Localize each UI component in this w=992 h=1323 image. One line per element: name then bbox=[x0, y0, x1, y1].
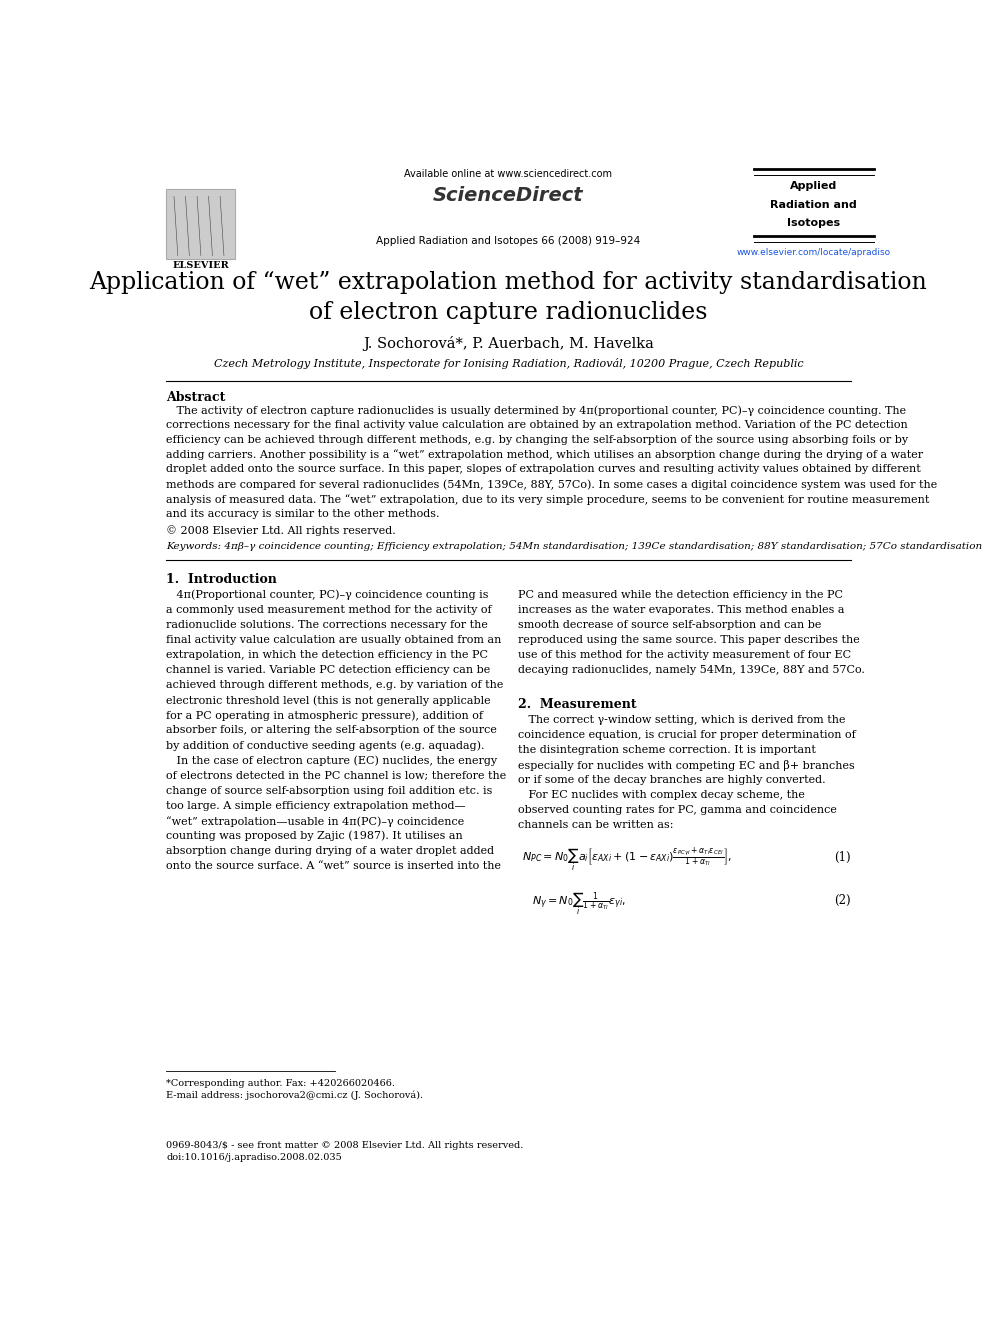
Text: of electron capture radionuclides: of electron capture radionuclides bbox=[310, 302, 707, 324]
Text: The correct γ-window setting, which is derived from the: The correct γ-window setting, which is d… bbox=[518, 714, 845, 725]
Text: Available online at www.sciencedirect.com: Available online at www.sciencedirect.co… bbox=[405, 169, 612, 179]
Text: the disintegration scheme correction. It is important: the disintegration scheme correction. It… bbox=[518, 745, 815, 755]
Text: doi:10.1016/j.apradiso.2008.02.035: doi:10.1016/j.apradiso.2008.02.035 bbox=[167, 1154, 342, 1162]
Text: Applied Radiation and Isotopes 66 (2008) 919–924: Applied Radiation and Isotopes 66 (2008)… bbox=[376, 237, 641, 246]
Text: onto the source surface. A “wet” source is inserted into the: onto the source surface. A “wet” source … bbox=[167, 861, 501, 871]
Text: J. Sochorová*, P. Auerbach, M. Havelka: J. Sochorová*, P. Auerbach, M. Havelka bbox=[363, 336, 654, 351]
Text: Radiation and: Radiation and bbox=[770, 200, 857, 209]
Text: observed counting rates for PC, gamma and coincidence: observed counting rates for PC, gamma an… bbox=[518, 806, 837, 815]
Text: Abstract: Abstract bbox=[167, 392, 225, 404]
Text: channel is varied. Variable PC detection efficiency can be: channel is varied. Variable PC detection… bbox=[167, 665, 490, 675]
Text: by addition of conductive seeding agents (e.g. aquadag).: by addition of conductive seeding agents… bbox=[167, 741, 485, 751]
Text: too large. A simple efficiency extrapolation method—: too large. A simple efficiency extrapola… bbox=[167, 800, 466, 811]
Text: especially for nuclides with competing EC and β+ branches: especially for nuclides with competing E… bbox=[518, 759, 855, 771]
Text: final activity value calculation are usually obtained from an: final activity value calculation are usu… bbox=[167, 635, 502, 644]
Text: ScienceDirect: ScienceDirect bbox=[434, 187, 583, 205]
Text: droplet added onto the source surface. In this paper, slopes of extrapolation cu: droplet added onto the source surface. I… bbox=[167, 464, 921, 475]
Text: counting was proposed by Zajic (1987). It utilises an: counting was proposed by Zajic (1987). I… bbox=[167, 831, 463, 841]
Text: Czech Metrology Institute, Inspectorate for Ionising Radiation, Radiovál, 10200 : Czech Metrology Institute, Inspectorate … bbox=[213, 359, 804, 369]
Text: In the case of electron capture (EC) nuclides, the energy: In the case of electron capture (EC) nuc… bbox=[167, 755, 497, 766]
Text: analysis of measured data. The “wet” extrapolation, due to its very simple proce: analysis of measured data. The “wet” ext… bbox=[167, 493, 930, 504]
Text: decaying radionuclides, namely 54Mn, 139Ce, 88Y and 57Co.: decaying radionuclides, namely 54Mn, 139… bbox=[518, 665, 865, 675]
Text: absorber foils, or altering the self-absorption of the source: absorber foils, or altering the self-abs… bbox=[167, 725, 497, 736]
Text: methods are compared for several radionuclides (54Mn, 139Ce, 88Y, 57Co). In some: methods are compared for several radionu… bbox=[167, 479, 937, 490]
Text: PC and measured while the detection efficiency in the PC: PC and measured while the detection effi… bbox=[518, 590, 843, 599]
Text: ELSEVIER: ELSEVIER bbox=[173, 261, 229, 270]
Text: *Corresponding author. Fax: +420266020466.: *Corresponding author. Fax: +42026602046… bbox=[167, 1078, 395, 1088]
Text: for a PC operating in atmospheric pressure), addition of: for a PC operating in atmospheric pressu… bbox=[167, 710, 483, 721]
Text: (1): (1) bbox=[834, 851, 850, 864]
Text: change of source self-absorption using foil addition etc. is: change of source self-absorption using f… bbox=[167, 786, 493, 795]
Text: radionuclide solutions. The corrections necessary for the: radionuclide solutions. The corrections … bbox=[167, 620, 488, 630]
Text: E-mail address: jsochorova2@cmi.cz (J. Sochorová).: E-mail address: jsochorova2@cmi.cz (J. S… bbox=[167, 1091, 424, 1101]
Text: electronic threshold level (this is not generally applicable: electronic threshold level (this is not … bbox=[167, 695, 491, 705]
Text: adding carriers. Another possibility is a “wet” extrapolation method, which util: adding carriers. Another possibility is … bbox=[167, 450, 924, 460]
Text: absorption change during drying of a water droplet added: absorption change during drying of a wat… bbox=[167, 845, 494, 856]
FancyBboxPatch shape bbox=[167, 189, 235, 258]
Text: efficiency can be achieved through different methods, e.g. by changing the self-: efficiency can be achieved through diffe… bbox=[167, 435, 909, 445]
Text: Application of “wet” extrapolation method for activity standardisation: Application of “wet” extrapolation metho… bbox=[89, 271, 928, 294]
Text: achieved through different methods, e.g. by variation of the: achieved through different methods, e.g.… bbox=[167, 680, 504, 691]
Text: www.elsevier.com/locate/apradiso: www.elsevier.com/locate/apradiso bbox=[736, 249, 891, 258]
Text: reproduced using the same source. This paper describes the: reproduced using the same source. This p… bbox=[518, 635, 860, 644]
Text: of electrons detected in the PC channel is low; therefore the: of electrons detected in the PC channel … bbox=[167, 770, 507, 781]
Text: For EC nuclides with complex decay scheme, the: For EC nuclides with complex decay schem… bbox=[518, 790, 805, 800]
Text: $N_\gamma = N_0 \sum_i \frac{1}{1 + \alpha_{Ti}} \varepsilon_{\gamma i},$: $N_\gamma = N_0 \sum_i \frac{1}{1 + \alp… bbox=[532, 890, 626, 917]
Text: $N_{PC} = N_0 \sum_i a_i \left[ \varepsilon_{AXi} + (1 - \varepsilon_{AXi}) \fra: $N_{PC} = N_0 \sum_i a_i \left[ \varepsi… bbox=[522, 845, 732, 875]
Text: smooth decrease of source self-absorption and can be: smooth decrease of source self-absorptio… bbox=[518, 620, 821, 630]
Text: or if some of the decay branches are highly converted.: or if some of the decay branches are hig… bbox=[518, 775, 825, 785]
Text: a commonly used measurement method for the activity of: a commonly used measurement method for t… bbox=[167, 605, 492, 615]
Text: (2): (2) bbox=[834, 894, 850, 908]
Text: Keywords: 4πβ–γ coincidence counting; Efficiency extrapolation; 54Mn standardisa: Keywords: 4πβ–γ coincidence counting; Ef… bbox=[167, 542, 982, 550]
Text: and its accuracy is similar to the other methods.: and its accuracy is similar to the other… bbox=[167, 508, 439, 519]
Text: “wet” extrapolation—usable in 4π(PC)–γ coincidence: “wet” extrapolation—usable in 4π(PC)–γ c… bbox=[167, 816, 464, 827]
Text: 4π(Proportional counter, PC)–γ coincidence counting is: 4π(Proportional counter, PC)–γ coinciden… bbox=[167, 590, 489, 601]
Text: extrapolation, in which the detection efficiency in the PC: extrapolation, in which the detection ef… bbox=[167, 650, 488, 660]
Text: 2.  Measurement: 2. Measurement bbox=[518, 699, 637, 712]
Text: use of this method for the activity measurement of four EC: use of this method for the activity meas… bbox=[518, 650, 851, 660]
Text: Isotopes: Isotopes bbox=[787, 218, 840, 228]
Text: The activity of electron capture radionuclides is usually determined by 4π(propo: The activity of electron capture radionu… bbox=[167, 405, 907, 415]
Text: corrections necessary for the final activity value calculation are obtained by a: corrections necessary for the final acti… bbox=[167, 421, 908, 430]
Text: coincidence equation, is crucial for proper determination of: coincidence equation, is crucial for pro… bbox=[518, 730, 856, 740]
Text: channels can be written as:: channels can be written as: bbox=[518, 820, 674, 831]
Text: Applied: Applied bbox=[790, 181, 837, 191]
Text: 1.  Introduction: 1. Introduction bbox=[167, 573, 277, 586]
Text: © 2008 Elsevier Ltd. All rights reserved.: © 2008 Elsevier Ltd. All rights reserved… bbox=[167, 525, 396, 536]
Text: increases as the water evaporates. This method enables a: increases as the water evaporates. This … bbox=[518, 605, 844, 615]
Text: 0969-8043/$ - see front matter © 2008 Elsevier Ltd. All rights reserved.: 0969-8043/$ - see front matter © 2008 El… bbox=[167, 1140, 524, 1150]
